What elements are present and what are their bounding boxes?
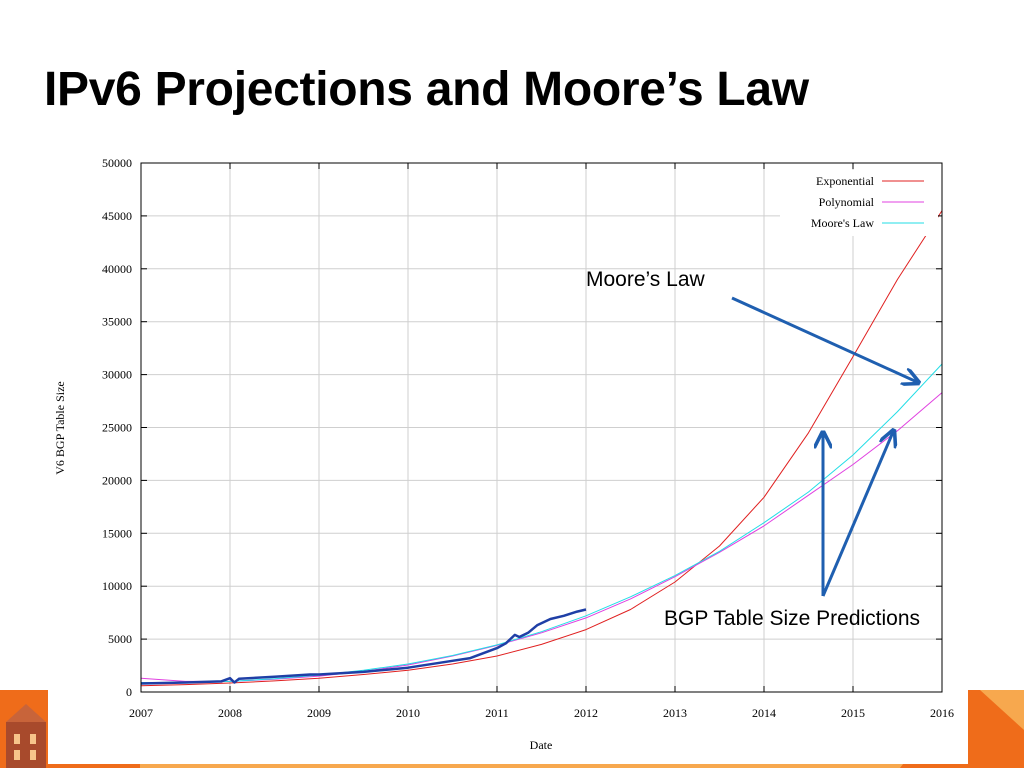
y-axis-title: V6 BGP Table Size: [53, 381, 67, 475]
x-tick-label: 2009: [307, 706, 331, 720]
x-tick-label: 2016: [930, 706, 954, 720]
y-tick-label: 45000: [102, 209, 132, 223]
x-tick-labels: 2007 2008 2009 2010 2011 2012 2013 2014 2015 2016: [129, 706, 954, 720]
observed-bgp-series-line: [140, 608, 587, 685]
prediction-arrow-right: [821, 432, 893, 597]
building-icon: [6, 704, 46, 768]
x-tick-label: 2008: [218, 706, 242, 720]
moores-law-callout: Moore’s Law: [586, 268, 706, 291]
x-axis-title: Date: [530, 738, 553, 752]
legend-label-polynomial: Polynomial: [819, 195, 875, 209]
x-tick-label: 2010: [396, 706, 420, 720]
x-tick-label: 2015: [841, 706, 865, 720]
moores-law-arrow: [731, 296, 917, 382]
legend: Exponential Polynomial Moore's Law: [780, 170, 938, 236]
slide-title: IPv6 Projections and Moore’s Law: [44, 63, 809, 116]
y-tick-label: 35000: [102, 315, 132, 329]
chart-panel: [48, 150, 968, 764]
moores-law-series-line: [141, 363, 943, 683]
exponential-series-line: [140, 210, 943, 687]
y-tick-label: 15000: [102, 526, 132, 540]
x-tick-label: 2007: [129, 706, 153, 720]
predictions-callout: BGP Table Size Predictions: [664, 607, 920, 630]
y-tick-label: 50000: [102, 156, 132, 170]
legend-label-moores-law: Moore's Law: [811, 216, 874, 230]
tick-marks: [140, 162, 943, 693]
y-tick-label: 40000: [102, 262, 132, 276]
y-tick-label: 5000: [108, 632, 132, 646]
x-tick-label: 2013: [663, 706, 687, 720]
x-tick-label: 2011: [485, 706, 509, 720]
series-layer: [140, 210, 943, 687]
y-tick-label: 20000: [102, 473, 132, 487]
y-tick-label: 30000: [102, 368, 132, 382]
y-tick-label: 25000: [102, 421, 132, 435]
legend-label-exponential: Exponential: [816, 174, 875, 188]
x-tick-label: 2014: [752, 706, 776, 720]
x-tick-label: 2012: [574, 706, 598, 720]
y-tick-labels: 0 5000 10000 15000 20000 25000 30000 35000 40000…: [102, 156, 132, 699]
y-tick-label: 0: [126, 685, 132, 699]
y-tick-label: 10000: [102, 579, 132, 593]
